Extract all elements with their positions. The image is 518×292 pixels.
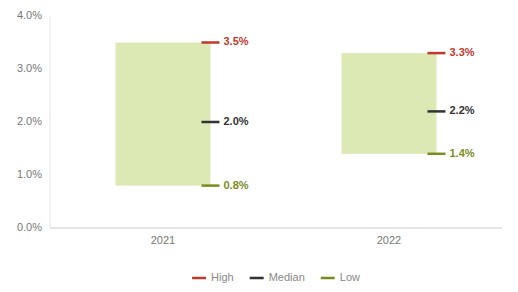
y-tick-label: 0.0% — [17, 221, 42, 233]
marker — [427, 110, 445, 113]
labels: 3.5% 2.0% 0.8% 3.3% 2.2% 1.4% — [223, 35, 474, 190]
legend-swatch — [250, 277, 264, 280]
marker — [427, 153, 445, 156]
data-label: 1.4% — [449, 147, 474, 159]
marker — [201, 41, 219, 44]
legend-swatch — [321, 277, 335, 280]
y-tick-label: 2.0% — [17, 115, 42, 127]
y-tick-label: 3.0% — [17, 62, 42, 74]
marker — [201, 121, 219, 124]
x-tick-label: 2021 — [151, 234, 175, 246]
legend-label: Median — [269, 271, 305, 283]
range-bar — [342, 53, 437, 154]
data-label: 3.5% — [223, 35, 248, 47]
marker — [427, 52, 445, 55]
data-label: 0.8% — [223, 179, 248, 191]
legend-swatch — [192, 277, 206, 280]
legend-label: Low — [340, 271, 360, 283]
x-tick-label: 2022 — [377, 234, 401, 246]
y-tick-label: 1.0% — [17, 168, 42, 180]
legend-item: High — [192, 271, 234, 283]
chart: 0.0% 1.0% 2.0% 3.0% 4.0% 3.5% 2.0% 0.8% 3.3% 2.2%… — [0, 0, 518, 292]
legend-item: Low — [321, 271, 360, 283]
legend: High Median Low — [192, 271, 360, 283]
legend-label: High — [211, 271, 234, 283]
data-label: 3.3% — [449, 46, 474, 58]
x-axis-line — [50, 228, 502, 229]
data-label: 2.2% — [449, 104, 474, 116]
marks — [116, 43, 446, 186]
marker — [201, 184, 219, 187]
legend-item: Median — [250, 271, 305, 283]
y-axis-line — [50, 16, 51, 228]
y-tick-label: 4.0% — [17, 9, 42, 21]
data-label: 2.0% — [223, 115, 248, 127]
range-bar — [116, 43, 211, 186]
